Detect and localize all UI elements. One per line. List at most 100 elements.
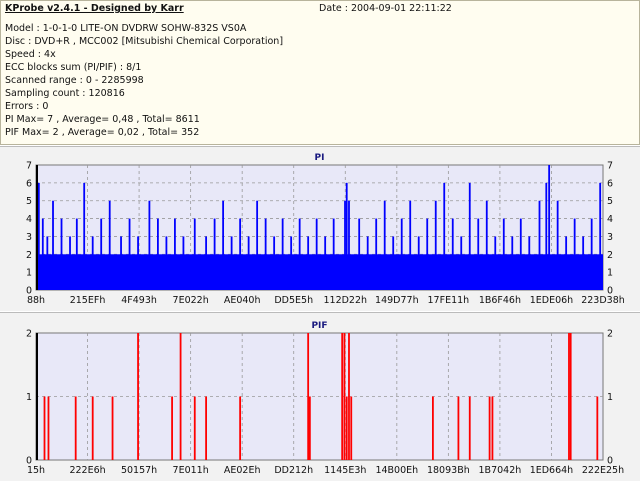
info-speed: Speed : 4x [5, 49, 56, 60]
pi-x-tick-label: 112D22h [323, 295, 367, 306]
pi-spike-bar [41, 218, 44, 290]
pi-y-tick-label-left: 3 [26, 232, 32, 243]
pi-y-tick-label-right: 7 [607, 161, 613, 172]
pi-spike-bar [545, 182, 548, 290]
pif-x-tick-label: 1B7042h [479, 465, 522, 476]
pif-x-tick-label: 7E011h [173, 465, 209, 476]
pif-spike-bar [345, 396, 348, 460]
pi-spike-bar [443, 182, 446, 290]
pi-spike-bar [332, 218, 335, 290]
pi-spike-bar [193, 218, 196, 290]
pif-spike-bar [491, 396, 494, 460]
pif-spike-bar [205, 396, 207, 460]
pi-spike-bar [182, 236, 185, 290]
pi-x-tick-label: 223D38h [581, 295, 625, 306]
pi-chart-title: PI [315, 153, 325, 163]
pi-spike-bar [434, 200, 437, 290]
pi-spike-bar [573, 218, 576, 290]
pi-x-tick-label: 215EFh [70, 295, 106, 306]
pif-spike-bar [468, 396, 471, 460]
pi-chart-panel: PI 0 0 1 1 2 2 3 3 4 4 5 5 6 6 7 7 88h 215EFh 4F493h 7E022h A… [0, 146, 640, 311]
pi-y-tick-label-right: 0 [607, 286, 613, 297]
pi-spike-bar [247, 236, 250, 290]
pif-spike-bar [343, 333, 346, 460]
pi-spike-bar [157, 218, 159, 290]
pi-x-tick-label: 149D77h [375, 295, 419, 306]
pi-spike-bar [46, 236, 49, 290]
pif-x-tick-label: 15h [27, 465, 45, 476]
pi-spike-bar [400, 218, 403, 290]
pi-spike-bar [120, 236, 122, 290]
pi-y-tick-label-left: 5 [26, 196, 32, 207]
pi-spike-bar [75, 218, 78, 290]
pif-spike-bar [239, 396, 242, 460]
pi-spike-bar [298, 218, 301, 290]
info-sampling-count: Sampling count : 120816 [5, 88, 125, 99]
pi-spike-bar [528, 236, 531, 290]
pi-y-tick-label-right: 4 [607, 214, 613, 225]
pi-x-tick-label: 1EDE06h [530, 295, 573, 306]
pif-x-tick-label: 222E25h [582, 465, 624, 476]
pif-x-tick-label: AE02Eh [224, 465, 261, 476]
pi-spike-bar [565, 236, 568, 290]
pi-spike-bar [348, 200, 350, 290]
pi-spike-bar [460, 236, 463, 290]
pi-spike-bar [281, 218, 284, 290]
pi-spike-bar [358, 218, 361, 290]
pi-spike-bar [108, 200, 111, 290]
pi-spike-bar [273, 236, 276, 290]
pif-chart-panel: PIF 0 0 1 1 2 2 15h 222E6h 50157h 7E011h AE02Eh DD21… [0, 312, 640, 481]
pi-y-tick-label-left: 7 [26, 161, 32, 172]
pi-spike-bar [590, 218, 593, 290]
info-scanned-range: Scanned range : 0 - 2285998 [5, 75, 144, 86]
pi-spike-bar [468, 182, 471, 290]
pi-y-tick-label-right: 2 [607, 250, 613, 261]
pi-spike-bar [69, 236, 71, 290]
pif-x-tick-label: DD212h [274, 465, 313, 476]
pi-spike-bar [375, 218, 378, 290]
pi-y-tick-label-right: 5 [607, 196, 613, 207]
pi-spike-bar [345, 182, 348, 290]
pif-y-tick-label-right: 0 [607, 456, 613, 467]
pi-x-tick-label: 1B6F46h [479, 295, 521, 306]
pi-spike-bar [519, 218, 522, 290]
pi-spike-bar [264, 218, 267, 290]
scan-date: Date : 2004-09-01 22:11:22 [319, 3, 452, 14]
pif-spike-bar [43, 396, 46, 460]
pi-spike-bar [100, 218, 103, 290]
pi-spike-bar [315, 218, 318, 290]
pi-chart: PI 0 0 1 1 2 2 3 3 4 4 5 5 6 6 7 7 88h 215EFh 4F493h 7E022h A… [26, 153, 625, 306]
pif-y-tick-label-left: 0 [26, 456, 32, 467]
pi-spike-bar [538, 200, 541, 290]
pif-spike-bar [91, 396, 94, 460]
pi-spike-bar [366, 236, 369, 290]
pi-spike-bar [502, 218, 505, 290]
pi-spike-bar [239, 218, 242, 290]
pif-y-tick-label-left: 1 [26, 392, 32, 403]
pif-spike-bar [308, 396, 311, 460]
pif-x-tick-label: 1145E3h [324, 465, 366, 476]
pif-y-tick-label-left: 2 [26, 329, 32, 340]
info-ecc-blocks: ECC blocks sum (PI/PIF) : 8/1 [5, 62, 142, 73]
pif-y-tick-label-right: 1 [607, 392, 613, 403]
pi-spike-bar [222, 200, 225, 290]
pif-spike-bar [74, 396, 77, 460]
pi-spike-bar [451, 218, 454, 290]
pif-spike-bar [171, 396, 173, 460]
pi-spike-bar [344, 200, 346, 290]
pif-x-tick-label: 18093Bh [427, 465, 470, 476]
pif-spike-bar [569, 333, 572, 460]
pi-spike-bar [174, 218, 176, 290]
pif-spike-bar [488, 396, 491, 460]
pi-spike-bar [307, 236, 310, 290]
pi-spike-bar [205, 236, 207, 290]
pi-spike-bar [230, 236, 233, 290]
pi-y-tick-label-right: 6 [607, 178, 613, 189]
pif-chart: PIF 0 0 1 1 2 2 15h 222E6h 50157h 7E011h AE02Eh DD21… [26, 321, 624, 476]
pi-spike-bar [324, 236, 327, 290]
pif-spike-bar [596, 396, 599, 460]
pi-spike-bar [290, 236, 293, 290]
pi-spike-bar [60, 218, 63, 290]
pif-y-tick-label-right: 2 [607, 329, 613, 340]
pi-spike-bar [426, 218, 429, 290]
